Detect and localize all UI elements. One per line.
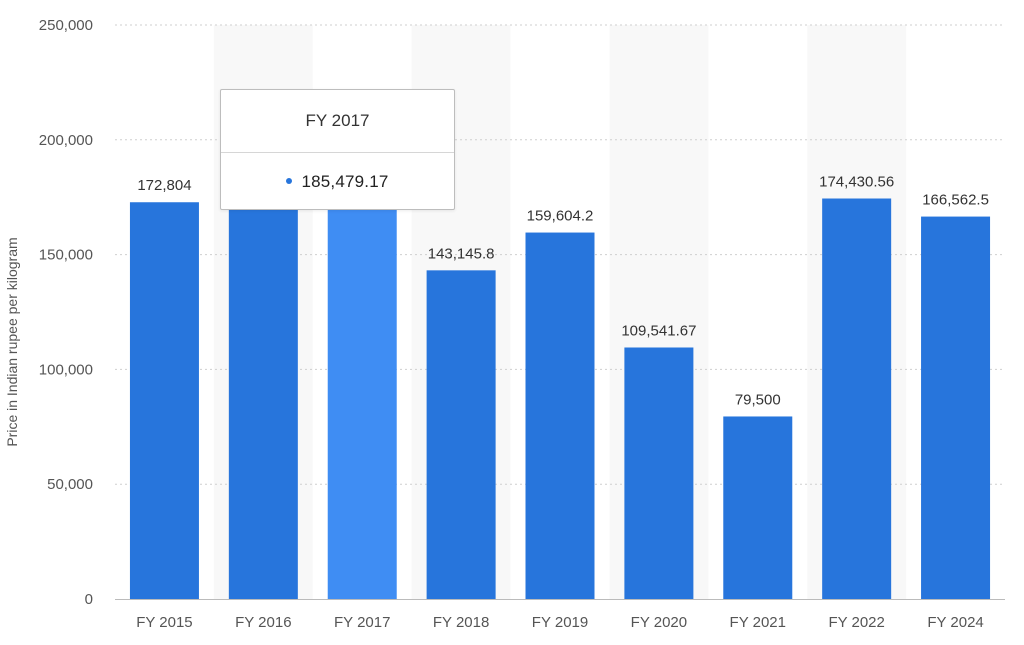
y-tick-label: 0 bbox=[85, 591, 93, 608]
y-tick-label: 50,000 bbox=[47, 476, 93, 493]
y-axis-title: Price in Indian rupee per kilogram bbox=[4, 237, 20, 446]
x-tick-label: FY 2020 bbox=[631, 614, 687, 631]
x-tick-label: FY 2019 bbox=[532, 614, 588, 631]
x-tick-label: FY 2015 bbox=[136, 614, 192, 631]
data-label: 174,430.56 bbox=[819, 174, 894, 191]
tooltip: FY 2017 185,479.17 bbox=[220, 89, 455, 210]
y-tick-label: 200,000 bbox=[39, 132, 93, 149]
data-label: 79,500 bbox=[735, 391, 781, 408]
x-tick-label: FY 2018 bbox=[433, 614, 489, 631]
data-labels: 172,804 143,145.8 159,604.2 109,541.67 79,50… bbox=[137, 174, 989, 409]
x-axis-ticks: FY 2015 FY 2016 FY 2017 FY 2018 FY 2019 FY 20… bbox=[136, 614, 984, 631]
y-tick-label: 100,000 bbox=[39, 361, 93, 378]
bar[interactable] bbox=[426, 270, 496, 599]
x-tick-label: FY 2024 bbox=[927, 614, 983, 631]
bar[interactable] bbox=[228, 173, 298, 599]
bar[interactable] bbox=[525, 232, 595, 599]
x-tick-label: FY 2017 bbox=[334, 614, 390, 631]
x-tick-label: FY 2021 bbox=[730, 614, 786, 631]
data-label: 109,541.67 bbox=[621, 322, 696, 339]
tooltip-value: 185,479.17 bbox=[301, 172, 389, 191]
bar[interactable] bbox=[327, 173, 397, 599]
x-tick-label: FY 2016 bbox=[235, 614, 291, 631]
data-label: 172,804 bbox=[137, 177, 191, 194]
data-label: 143,145.8 bbox=[428, 245, 495, 262]
bar[interactable] bbox=[624, 347, 694, 599]
data-label: 166,562.5 bbox=[922, 192, 989, 209]
x-tick-label: FY 2022 bbox=[828, 614, 884, 631]
bar[interactable] bbox=[723, 416, 793, 599]
tooltip-title: FY 2017 bbox=[221, 90, 454, 153]
data-label: 159,604.2 bbox=[527, 208, 594, 225]
y-tick-label: 250,000 bbox=[39, 17, 93, 34]
tooltip-series-dot-icon bbox=[286, 177, 293, 184]
bar[interactable] bbox=[129, 202, 199, 600]
bar[interactable] bbox=[921, 216, 991, 599]
tooltip-body: 185,479.17 bbox=[221, 153, 454, 211]
y-axis-ticks: 0 50,000 100,000 150,000 200,000 250,000 bbox=[39, 17, 93, 608]
bars bbox=[129, 173, 991, 600]
bar[interactable] bbox=[822, 198, 892, 599]
y-tick-label: 150,000 bbox=[39, 247, 93, 264]
